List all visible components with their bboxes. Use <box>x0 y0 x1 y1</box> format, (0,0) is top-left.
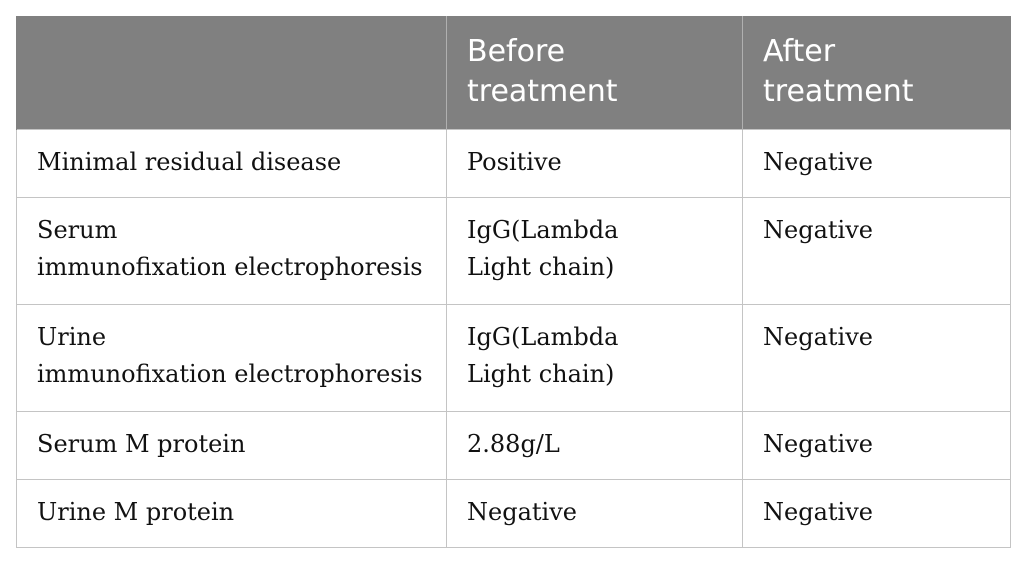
header-row: Before treatment After treatment <box>16 16 1011 129</box>
header-cell-test <box>16 16 447 129</box>
treatment-results-table: Before treatment After treatment Minimal… <box>16 16 1011 548</box>
table-row: Serum M protein 2.88g/L Negative <box>16 410 1011 480</box>
test-name-cell: Minimal residual disease <box>16 128 447 198</box>
after-treatment-cell: Negative <box>742 128 1011 198</box>
after-treatment-cell: Negative <box>742 303 1011 412</box>
after-treatment-cell: Negative <box>742 410 1011 480</box>
table-row: Minimal residual disease Positive Negati… <box>16 128 1011 198</box>
test-name-line1: Urine <box>37 322 107 351</box>
before-value-line2: Light chain) <box>467 359 615 388</box>
before-treatment-cell: Positive <box>446 128 743 198</box>
test-name-cell: Urine immunofixation electrophoresis <box>16 303 447 412</box>
before-treatment-cell: IgG(Lambda Light chain) <box>446 196 743 305</box>
header-after-line2: treatment <box>763 74 914 109</box>
test-name-cell: Serum immunofixation electrophoresis <box>16 196 447 305</box>
after-treatment-cell: Negative <box>742 196 1011 305</box>
test-name-cell: Urine M protein <box>16 478 447 548</box>
test-name-cell: Serum M protein <box>16 410 447 480</box>
header-cell-before: Before treatment <box>446 16 743 129</box>
test-name-line1: Minimal residual disease <box>37 147 342 176</box>
before-value-line2: Light chain) <box>467 252 615 281</box>
after-treatment-cell: Negative <box>742 478 1011 548</box>
before-value-line1: IgG(Lambda <box>467 322 619 351</box>
test-name-line1: Serum M protein <box>37 429 246 458</box>
after-value: Negative <box>763 322 873 351</box>
before-value-line1: 2.88g/L <box>467 429 560 458</box>
after-value: Negative <box>763 429 873 458</box>
before-treatment-cell: Negative <box>446 478 743 548</box>
table-header: Before treatment After treatment <box>16 16 1011 129</box>
table-row: Serum immunofixation electrophoresis IgG… <box>16 196 1011 305</box>
header-before-line1: Before <box>467 34 566 69</box>
before-value-line1: Positive <box>467 147 562 176</box>
test-name-line1: Serum <box>37 215 118 244</box>
test-name-line2: immunofixation electrophoresis <box>37 359 423 388</box>
test-name-line2: immunofixation electrophoresis <box>37 252 423 281</box>
before-treatment-cell: 2.88g/L <box>446 410 743 480</box>
after-value: Negative <box>763 215 873 244</box>
header-before-line2: treatment <box>467 74 618 109</box>
table-row: Urine immunofixation electrophoresis IgG… <box>16 303 1011 412</box>
table-body: Minimal residual disease Positive Negati… <box>16 128 1011 548</box>
before-treatment-cell: IgG(Lambda Light chain) <box>446 303 743 412</box>
after-value: Negative <box>763 147 873 176</box>
header-after-line1: After <box>763 34 836 69</box>
header-cell-after: After treatment <box>742 16 1011 129</box>
after-value: Negative <box>763 497 873 526</box>
before-value-line1: IgG(Lambda <box>467 215 619 244</box>
test-name-line1: Urine M protein <box>37 497 235 526</box>
before-value-line1: Negative <box>467 497 577 526</box>
table-row: Urine M protein Negative Negative <box>16 478 1011 548</box>
